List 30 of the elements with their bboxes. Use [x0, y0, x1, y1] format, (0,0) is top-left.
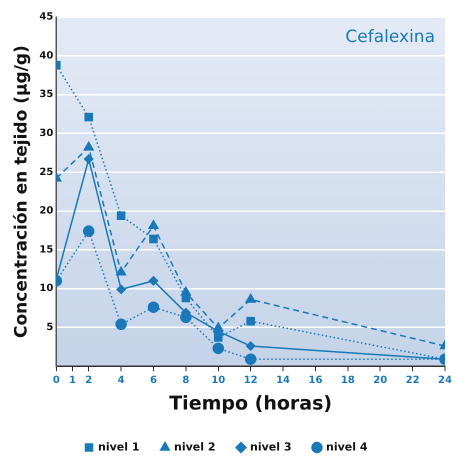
x-tick-label: 24	[438, 374, 452, 386]
y-tick-label: 45	[39, 12, 54, 23]
y-tick-label: 35	[39, 89, 54, 100]
y-tick-label: 5	[46, 322, 54, 333]
y-axis-title: Concentración en tejido (µg/g)	[12, 45, 32, 338]
legend-label: nivel 2	[174, 440, 216, 454]
y-tick-label: 40	[39, 50, 54, 62]
x-tick-label: 10	[211, 374, 226, 386]
y-tick-label: 15	[39, 244, 54, 256]
y-tick-label: 25	[39, 166, 54, 178]
x-tick-label: 8	[182, 374, 190, 386]
x-tick-label: 16	[308, 374, 322, 386]
x-tick-label: 4	[118, 374, 125, 386]
legend-label: nivel 1	[98, 440, 140, 454]
x-tick-label: 22	[406, 374, 420, 386]
x-axis-title: Tiempo (horas)	[169, 392, 332, 415]
y-tick-label: 10	[39, 283, 54, 294]
y-tick-label: 30	[39, 128, 54, 139]
legend-label: nivel 3	[250, 440, 292, 454]
x-tick-label: 14	[276, 374, 290, 386]
legend-label: nivel 4	[326, 440, 368, 454]
x-tick-label: 0	[52, 374, 60, 386]
y-tick-label: 20	[39, 206, 54, 217]
x-tick-label: 20	[373, 374, 388, 386]
x-tick-label: 12	[244, 374, 258, 386]
x-tick-label: 18	[340, 374, 355, 386]
x-tick-label: 1	[69, 374, 76, 386]
x-tick-label: 6	[150, 374, 158, 386]
text: Cefalexina	[345, 26, 435, 47]
x-tick-label: 2	[85, 374, 92, 386]
